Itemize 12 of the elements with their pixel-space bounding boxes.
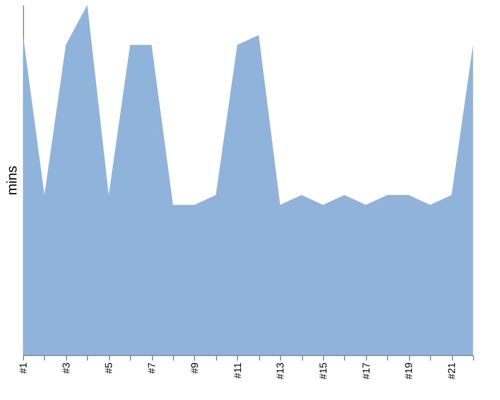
x-tick-label: #19 [404,362,416,380]
x-tick-label: #13 [276,362,287,380]
x-tick-label: #9 [190,362,201,374]
x-tick-label: #1 [18,362,30,374]
x-tick-label: #7 [147,362,158,374]
x-tick-label: #21 [447,362,458,380]
x-tick-label: #15 [318,362,330,380]
y-axis-title: mins [4,166,20,196]
x-tick-label: #5 [104,362,116,374]
x-tick-label: #3 [61,362,72,374]
x-tick-label: #17 [361,362,372,380]
x-tick-label: #11 [232,362,244,378]
